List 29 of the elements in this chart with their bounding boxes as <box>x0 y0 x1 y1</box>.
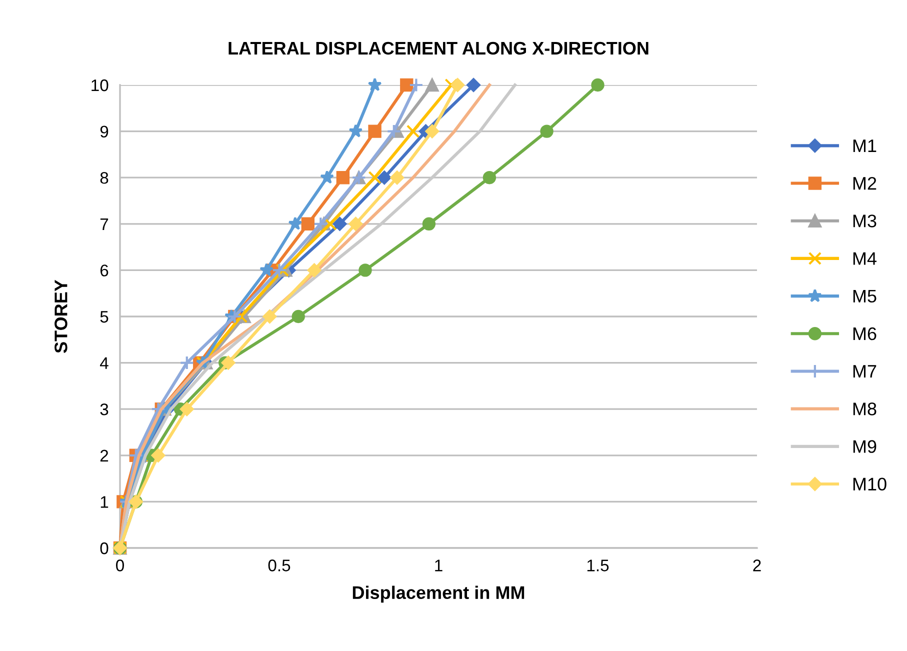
y-tick-label: 0 <box>100 542 108 554</box>
x-tick-label: 2 <box>753 560 761 572</box>
y-tick-label: 10 <box>92 79 108 92</box>
legend-label: M7 <box>853 365 876 378</box>
y-tick-label: 3 <box>100 404 108 416</box>
x-tick-label: 0 <box>116 560 124 572</box>
legend-label: M2 <box>853 176 876 190</box>
legend-label: M3 <box>853 214 876 228</box>
x-tick-label: 1.5 <box>587 560 609 572</box>
y-tick-label: 1 <box>100 496 108 508</box>
y-tick-label: 7 <box>100 218 108 230</box>
legend-label: M9 <box>853 440 876 453</box>
x-tick-label: 0.5 <box>268 560 290 572</box>
legend-label: M4 <box>853 252 876 265</box>
y-tick-label: 8 <box>100 172 108 184</box>
y-axis-title: STOREY <box>54 280 68 353</box>
y-tick-label: 4 <box>100 357 108 369</box>
chart-title: LATERAL DISPLACEMENT ALONG X-DIRECTION <box>228 42 648 55</box>
legend-label: M1 <box>853 140 876 152</box>
legend-label: M10 <box>853 478 886 491</box>
y-tick-label: 5 <box>100 311 108 323</box>
x-axis-title: Displacement in MM <box>352 586 524 603</box>
legend-label: M8 <box>853 402 876 416</box>
y-tick-label: 9 <box>100 126 108 138</box>
y-tick-label: 2 <box>100 450 108 462</box>
x-tick-label: 1 <box>435 560 442 572</box>
legend-label: M5 <box>853 290 876 303</box>
y-tick-label: 6 <box>100 264 108 276</box>
legend-label: M6 <box>853 327 876 340</box>
